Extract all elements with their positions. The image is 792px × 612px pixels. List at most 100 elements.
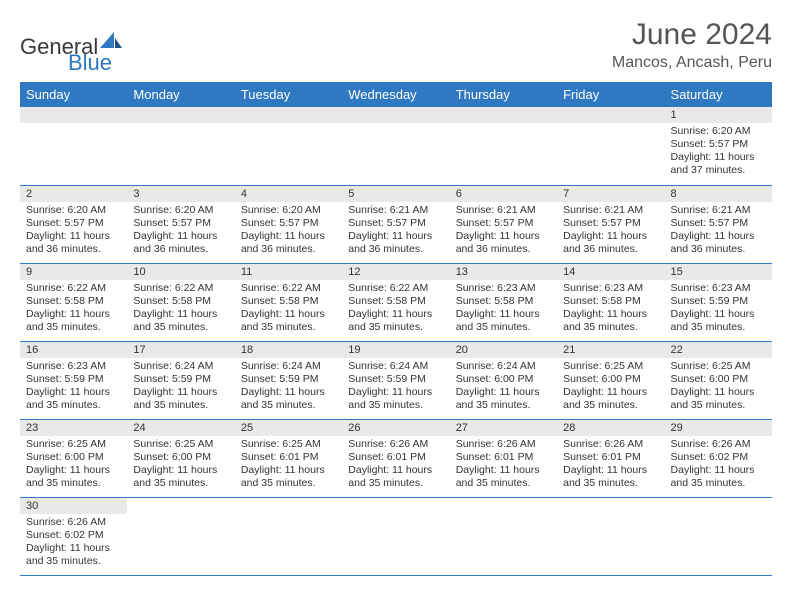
sunset-text: Sunset: 5:58 PM <box>563 295 658 308</box>
daylight-text: Daylight: 11 hours and 35 minutes. <box>133 386 228 412</box>
calendar-day-cell <box>450 107 557 185</box>
calendar-day-cell: 23Sunrise: 6:25 AMSunset: 6:00 PMDayligh… <box>20 419 127 497</box>
day-header: Monday <box>127 82 234 107</box>
sunrise-text: Sunrise: 6:21 AM <box>563 204 658 217</box>
sunset-text: Sunset: 5:59 PM <box>671 295 766 308</box>
day-body: Sunrise: 6:24 AMSunset: 5:59 PMDaylight:… <box>342 358 449 417</box>
day-number: 24 <box>127 420 234 436</box>
day-number: 11 <box>235 264 342 280</box>
month-title: June 2024 <box>612 18 772 52</box>
daylight-text: Daylight: 11 hours and 35 minutes. <box>563 464 658 490</box>
day-number: 22 <box>665 342 772 358</box>
calendar-day-cell: 19Sunrise: 6:24 AMSunset: 5:59 PMDayligh… <box>342 341 449 419</box>
sunset-text: Sunset: 5:57 PM <box>348 217 443 230</box>
calendar-week-row: 2Sunrise: 6:20 AMSunset: 5:57 PMDaylight… <box>20 185 772 263</box>
daylight-text: Daylight: 11 hours and 35 minutes. <box>26 464 121 490</box>
day-body: Sunrise: 6:26 AMSunset: 6:01 PMDaylight:… <box>342 436 449 495</box>
daylight-text: Daylight: 11 hours and 35 minutes. <box>348 386 443 412</box>
daylight-text: Daylight: 11 hours and 36 minutes. <box>671 230 766 256</box>
day-number: 20 <box>450 342 557 358</box>
calendar-day-cell: 15Sunrise: 6:23 AMSunset: 5:59 PMDayligh… <box>665 263 772 341</box>
sunrise-text: Sunrise: 6:21 AM <box>456 204 551 217</box>
sunset-text: Sunset: 6:01 PM <box>348 451 443 464</box>
day-number <box>235 107 342 123</box>
calendar-table: Sunday Monday Tuesday Wednesday Thursday… <box>20 82 772 576</box>
day-number: 13 <box>450 264 557 280</box>
calendar-day-cell: 21Sunrise: 6:25 AMSunset: 6:00 PMDayligh… <box>557 341 664 419</box>
header: General June 2024 Mancos, Ancash, Peru <box>20 18 772 72</box>
day-body: Sunrise: 6:21 AMSunset: 5:57 PMDaylight:… <box>342 202 449 261</box>
sunset-text: Sunset: 6:00 PM <box>133 451 228 464</box>
calendar-day-cell: 1Sunrise: 6:20 AMSunset: 5:57 PMDaylight… <box>665 107 772 185</box>
day-number: 19 <box>342 342 449 358</box>
sunset-text: Sunset: 5:59 PM <box>241 373 336 386</box>
sunrise-text: Sunrise: 6:24 AM <box>456 360 551 373</box>
day-number: 16 <box>20 342 127 358</box>
day-body: Sunrise: 6:23 AMSunset: 5:58 PMDaylight:… <box>450 280 557 339</box>
logo-text-blue: Blue <box>68 50 112 75</box>
sunrise-text: Sunrise: 6:23 AM <box>26 360 121 373</box>
calendar-day-cell <box>235 497 342 575</box>
day-number: 30 <box>20 498 127 514</box>
calendar-week-row: 1Sunrise: 6:20 AMSunset: 5:57 PMDaylight… <box>20 107 772 185</box>
sunset-text: Sunset: 6:00 PM <box>671 373 766 386</box>
day-header: Friday <box>557 82 664 107</box>
day-body: Sunrise: 6:20 AMSunset: 5:57 PMDaylight:… <box>665 123 772 182</box>
daylight-text: Daylight: 11 hours and 36 minutes. <box>241 230 336 256</box>
calendar-day-cell: 11Sunrise: 6:22 AMSunset: 5:58 PMDayligh… <box>235 263 342 341</box>
sunset-text: Sunset: 6:01 PM <box>456 451 551 464</box>
day-body: Sunrise: 6:22 AMSunset: 5:58 PMDaylight:… <box>20 280 127 339</box>
calendar-day-cell <box>127 107 234 185</box>
day-header: Saturday <box>665 82 772 107</box>
daylight-text: Daylight: 11 hours and 35 minutes. <box>241 386 336 412</box>
calendar-day-cell: 29Sunrise: 6:26 AMSunset: 6:02 PMDayligh… <box>665 419 772 497</box>
day-body: Sunrise: 6:23 AMSunset: 5:59 PMDaylight:… <box>20 358 127 417</box>
day-number: 21 <box>557 342 664 358</box>
calendar-day-cell: 26Sunrise: 6:26 AMSunset: 6:01 PMDayligh… <box>342 419 449 497</box>
day-body: Sunrise: 6:26 AMSunset: 6:02 PMDaylight:… <box>20 514 127 573</box>
sunset-text: Sunset: 5:57 PM <box>241 217 336 230</box>
sunset-text: Sunset: 5:58 PM <box>26 295 121 308</box>
sunset-text: Sunset: 5:59 PM <box>133 373 228 386</box>
sunset-text: Sunset: 5:57 PM <box>563 217 658 230</box>
daylight-text: Daylight: 11 hours and 35 minutes. <box>133 464 228 490</box>
sunset-text: Sunset: 5:59 PM <box>348 373 443 386</box>
day-body: Sunrise: 6:21 AMSunset: 5:57 PMDaylight:… <box>450 202 557 261</box>
daylight-text: Daylight: 11 hours and 35 minutes. <box>671 386 766 412</box>
calendar-week-row: 16Sunrise: 6:23 AMSunset: 5:59 PMDayligh… <box>20 341 772 419</box>
day-body: Sunrise: 6:25 AMSunset: 6:01 PMDaylight:… <box>235 436 342 495</box>
sunrise-text: Sunrise: 6:26 AM <box>671 438 766 451</box>
day-header-row: Sunday Monday Tuesday Wednesday Thursday… <box>20 82 772 107</box>
sunrise-text: Sunrise: 6:26 AM <box>348 438 443 451</box>
sunrise-text: Sunrise: 6:26 AM <box>456 438 551 451</box>
day-number: 4 <box>235 186 342 202</box>
sunset-text: Sunset: 5:58 PM <box>133 295 228 308</box>
day-header: Wednesday <box>342 82 449 107</box>
calendar-day-cell: 13Sunrise: 6:23 AMSunset: 5:58 PMDayligh… <box>450 263 557 341</box>
sunrise-text: Sunrise: 6:23 AM <box>671 282 766 295</box>
day-header: Thursday <box>450 82 557 107</box>
sunset-text: Sunset: 6:00 PM <box>456 373 551 386</box>
day-number: 23 <box>20 420 127 436</box>
sunset-text: Sunset: 5:59 PM <box>26 373 121 386</box>
daylight-text: Daylight: 11 hours and 35 minutes. <box>563 308 658 334</box>
day-body: Sunrise: 6:20 AMSunset: 5:57 PMDaylight:… <box>235 202 342 261</box>
sunset-text: Sunset: 5:57 PM <box>26 217 121 230</box>
sunrise-text: Sunrise: 6:22 AM <box>26 282 121 295</box>
calendar-day-cell: 16Sunrise: 6:23 AMSunset: 5:59 PMDayligh… <box>20 341 127 419</box>
sunrise-text: Sunrise: 6:25 AM <box>241 438 336 451</box>
sunrise-text: Sunrise: 6:24 AM <box>348 360 443 373</box>
sunrise-text: Sunrise: 6:25 AM <box>671 360 766 373</box>
daylight-text: Daylight: 11 hours and 35 minutes. <box>348 308 443 334</box>
sunset-text: Sunset: 6:02 PM <box>671 451 766 464</box>
daylight-text: Daylight: 11 hours and 36 minutes. <box>26 230 121 256</box>
sunrise-text: Sunrise: 6:20 AM <box>671 125 766 138</box>
calendar-day-cell <box>450 497 557 575</box>
day-body: Sunrise: 6:26 AMSunset: 6:02 PMDaylight:… <box>665 436 772 495</box>
day-body: Sunrise: 6:23 AMSunset: 5:58 PMDaylight:… <box>557 280 664 339</box>
daylight-text: Daylight: 11 hours and 35 minutes. <box>671 464 766 490</box>
calendar-day-cell: 28Sunrise: 6:26 AMSunset: 6:01 PMDayligh… <box>557 419 664 497</box>
day-number <box>127 107 234 123</box>
sunset-text: Sunset: 5:57 PM <box>671 138 766 151</box>
daylight-text: Daylight: 11 hours and 35 minutes. <box>26 542 121 568</box>
